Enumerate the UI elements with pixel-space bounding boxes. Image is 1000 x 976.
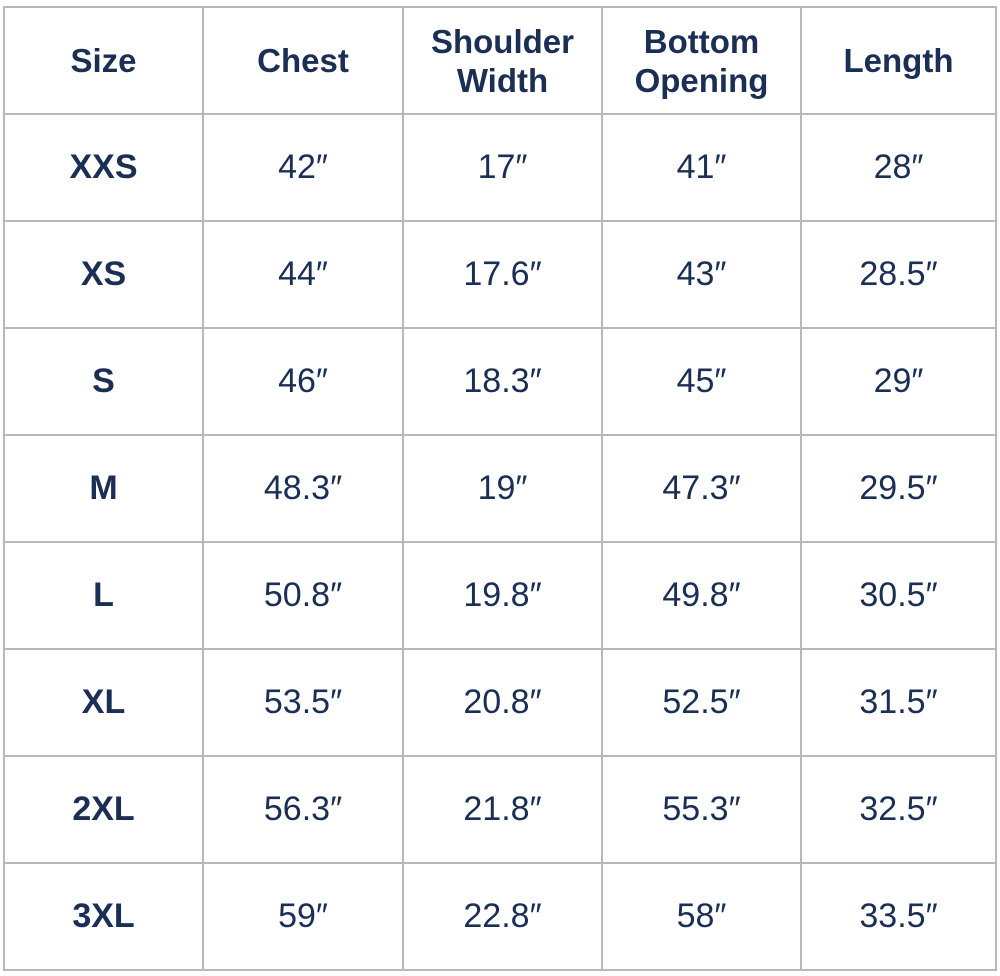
table-row: L 50.8″ 19.8″ 49.8″ 30.5″ <box>3 541 997 650</box>
table-row: 2XL 56.3″ 21.8″ 55.3″ 32.5″ <box>3 755 997 864</box>
measurement-cell: 49.8″ <box>601 541 802 650</box>
size-cell: 3XL <box>3 862 204 971</box>
measurement-cell: 32.5″ <box>800 755 997 864</box>
measurement-cell: 28.5″ <box>800 220 997 329</box>
measurement-cell: 52.5″ <box>601 648 802 757</box>
measurement-cell: 29″ <box>800 327 997 436</box>
measurement-cell: 21.8″ <box>402 755 603 864</box>
size-cell: S <box>3 327 204 436</box>
column-header: Length <box>800 6 997 115</box>
measurement-cell: 46″ <box>202 327 404 436</box>
size-cell: XS <box>3 220 204 329</box>
size-cell: M <box>3 434 204 543</box>
measurement-cell: 18.3″ <box>402 327 603 436</box>
size-cell: 2XL <box>3 755 204 864</box>
measurement-cell: 56.3″ <box>202 755 404 864</box>
size-cell: L <box>3 541 204 650</box>
header-row: Size Chest Shoulder Width Bottom Opening Len… <box>3 6 997 115</box>
measurement-cell: 20.8″ <box>402 648 603 757</box>
measurement-cell: 41″ <box>601 113 802 222</box>
column-header: Size <box>3 6 204 115</box>
column-header: Bottom Opening <box>601 6 802 115</box>
table-row: XL 53.5″ 20.8″ 52.5″ 31.5″ <box>3 648 997 757</box>
measurement-cell: 19″ <box>402 434 603 543</box>
measurement-cell: 29.5″ <box>800 434 997 543</box>
measurement-cell: 17.6″ <box>402 220 603 329</box>
measurement-cell: 53.5″ <box>202 648 404 757</box>
measurement-cell: 22.8″ <box>402 862 603 971</box>
measurement-cell: 48.3″ <box>202 434 404 543</box>
measurement-cell: 43″ <box>601 220 802 329</box>
table-row: XXS 42″ 17″ 41″ 28″ <box>3 113 997 222</box>
measurement-cell: 59″ <box>202 862 404 971</box>
table-row: S 46″ 18.3″ 45″ 29″ <box>3 327 997 436</box>
table-row: 3XL 59″ 22.8″ 58″ 33.5″ <box>3 862 997 971</box>
measurement-cell: 33.5″ <box>800 862 997 971</box>
measurement-cell: 55.3″ <box>601 755 802 864</box>
measurement-cell: 47.3″ <box>601 434 802 543</box>
measurement-cell: 44″ <box>202 220 404 329</box>
measurement-cell: 42″ <box>202 113 404 222</box>
size-cell: XL <box>3 648 204 757</box>
measurement-cell: 45″ <box>601 327 802 436</box>
measurement-cell: 17″ <box>402 113 603 222</box>
table-row: XS 44″ 17.6″ 43″ 28.5″ <box>3 220 997 329</box>
size-chart-table: Size Chest Shoulder Width Bottom Opening Len… <box>3 6 997 971</box>
measurement-cell: 50.8″ <box>202 541 404 650</box>
measurement-cell: 28″ <box>800 113 997 222</box>
table-row: M 48.3″ 19″ 47.3″ 29.5″ <box>3 434 997 543</box>
column-header: Shoulder Width <box>402 6 603 115</box>
measurement-cell: 19.8″ <box>402 541 603 650</box>
measurement-cell: 30.5″ <box>800 541 997 650</box>
column-header: Chest <box>202 6 404 115</box>
measurement-cell: 58″ <box>601 862 802 971</box>
measurement-cell: 31.5″ <box>800 648 997 757</box>
size-cell: XXS <box>3 113 204 222</box>
